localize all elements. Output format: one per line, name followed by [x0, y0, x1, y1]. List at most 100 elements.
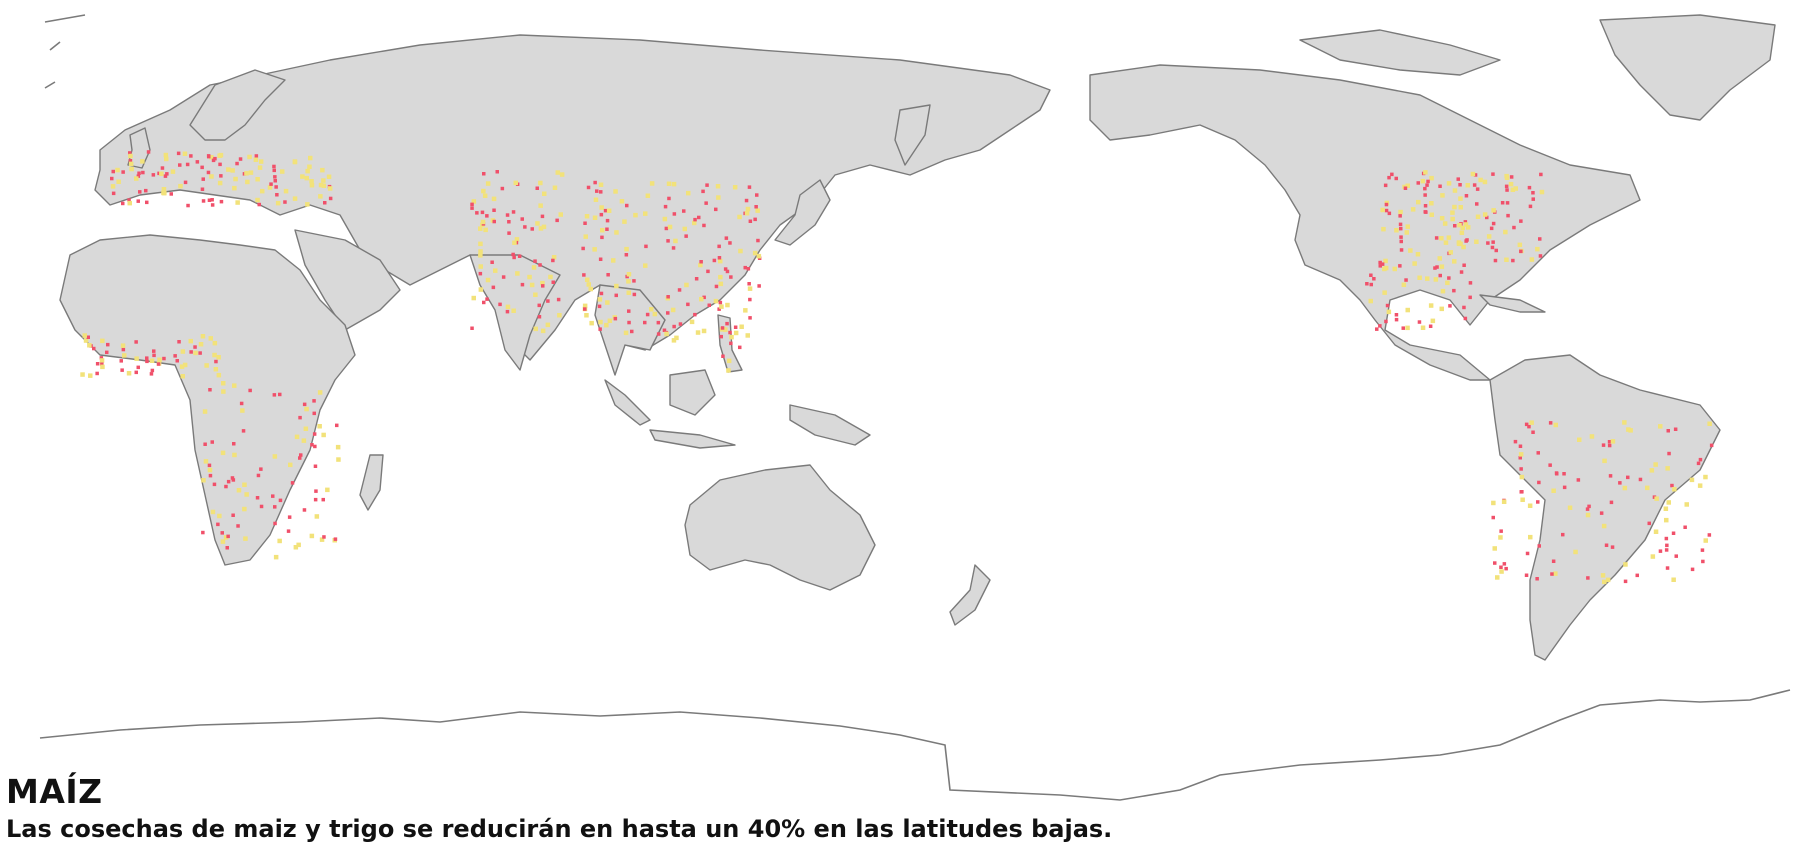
moderate-impact-marker: [652, 311, 658, 317]
high-impact-marker: [1493, 561, 1497, 565]
moderate-impact-marker: [272, 454, 278, 459]
high-impact-marker: [1423, 193, 1427, 197]
moderate-impact-marker: [304, 406, 309, 412]
high-impact-marker: [1423, 186, 1427, 191]
moderate-impact-marker: [1408, 248, 1413, 253]
high-impact-marker: [498, 302, 502, 307]
high-impact-marker: [121, 347, 126, 352]
moderate-impact-marker: [478, 241, 483, 247]
moderate-impact-marker: [318, 182, 324, 188]
high-impact-marker: [702, 223, 706, 228]
high-impact-marker: [156, 362, 161, 366]
high-impact-marker: [1562, 485, 1567, 490]
high-impact-marker: [310, 443, 314, 447]
high-impact-marker: [1504, 566, 1508, 571]
high-impact-marker: [211, 158, 216, 163]
high-impact-marker: [110, 176, 114, 181]
high-impact-marker: [144, 188, 148, 193]
moderate-impact-marker: [1495, 575, 1500, 580]
high-impact-marker: [259, 467, 263, 471]
moderate-impact-marker: [1465, 183, 1470, 188]
moderate-impact-marker: [253, 157, 259, 162]
high-impact-marker: [99, 356, 104, 360]
high-impact-marker: [717, 256, 722, 260]
java-landmass: [649, 429, 736, 449]
moderate-impact-marker: [1405, 224, 1410, 229]
high-impact-marker: [1601, 443, 1606, 447]
moderate-impact-marker: [336, 457, 341, 462]
moderate-impact-marker: [309, 533, 315, 539]
moderate-impact-marker: [505, 304, 511, 310]
moderate-impact-marker: [1658, 424, 1663, 429]
high-impact-marker: [593, 180, 597, 185]
moderate-impact-marker: [1442, 221, 1448, 226]
high-impact-marker: [259, 504, 264, 509]
high-impact-marker: [1607, 440, 1612, 444]
high-impact-marker: [1453, 224, 1457, 228]
moderate-impact-marker: [209, 174, 214, 179]
high-impact-marker: [1459, 270, 1464, 274]
moderate-impact-marker: [1567, 505, 1573, 510]
moderate-impact-marker: [674, 335, 679, 341]
high-impact-marker: [137, 171, 141, 175]
moderate-impact-marker: [698, 262, 703, 268]
high-impact-marker: [212, 482, 217, 487]
high-impact-marker: [599, 291, 604, 296]
high-impact-marker: [492, 208, 496, 212]
high-impact-marker: [1524, 573, 1529, 577]
moderate-impact-marker: [1428, 303, 1434, 308]
moderate-impact-marker: [673, 238, 678, 244]
moderate-impact-marker: [559, 172, 565, 177]
high-impact-marker: [614, 293, 618, 298]
high-impact-marker: [218, 162, 222, 167]
moderate-impact-marker: [713, 298, 719, 304]
moderate-impact-marker: [1601, 523, 1607, 529]
moderate-impact-marker: [493, 268, 498, 273]
high-impact-marker: [313, 464, 318, 468]
high-impact-marker: [624, 253, 629, 257]
high-impact-marker: [599, 212, 604, 217]
moderate-impact-marker: [643, 263, 648, 268]
high-impact-marker: [656, 320, 661, 325]
moderate-impact-marker: [598, 319, 603, 325]
high-impact-marker: [1561, 532, 1565, 537]
moderate-impact-marker: [1458, 196, 1463, 201]
high-impact-marker: [145, 359, 149, 364]
high-impact-marker: [1398, 214, 1402, 218]
high-impact-marker: [1698, 457, 1703, 462]
moderate-impact-marker: [726, 358, 732, 364]
high-impact-marker: [1664, 536, 1669, 541]
high-impact-marker: [1435, 265, 1439, 269]
moderate-impact-marker: [1697, 483, 1703, 488]
moderate-impact-marker: [1474, 239, 1479, 244]
moderate-impact-marker: [226, 167, 231, 172]
moderate-impact-marker: [321, 178, 326, 183]
moderate-impact-marker: [471, 199, 477, 204]
high-impact-marker: [721, 354, 725, 358]
high-impact-marker: [138, 190, 142, 194]
high-impact-marker: [92, 346, 96, 351]
high-impact-marker: [1491, 172, 1495, 176]
moderate-impact-marker: [335, 444, 341, 450]
moderate-impact-marker: [699, 296, 704, 302]
moderate-impact-marker: [1398, 209, 1403, 215]
moderate-impact-marker: [1498, 535, 1503, 540]
high-impact-marker: [208, 473, 213, 478]
moderate-impact-marker: [1553, 422, 1558, 428]
high-impact-marker: [492, 219, 496, 224]
moderate-impact-marker: [538, 203, 543, 208]
moderate-impact-marker: [593, 197, 599, 202]
high-impact-marker: [1700, 548, 1705, 552]
moderate-impact-marker: [478, 253, 483, 258]
moderate-impact-marker: [1519, 474, 1525, 480]
moderate-impact-marker: [100, 338, 105, 344]
high-impact-marker: [1536, 500, 1540, 504]
moderate-impact-marker: [1478, 177, 1483, 183]
high-impact-marker: [275, 193, 279, 197]
high-impact-marker: [302, 402, 307, 407]
high-impact-marker: [512, 255, 516, 260]
moderate-impact-marker: [221, 389, 226, 394]
moderate-impact-marker: [319, 537, 325, 542]
moderate-impact-marker: [1573, 549, 1578, 555]
high-impact-marker: [1475, 187, 1480, 191]
